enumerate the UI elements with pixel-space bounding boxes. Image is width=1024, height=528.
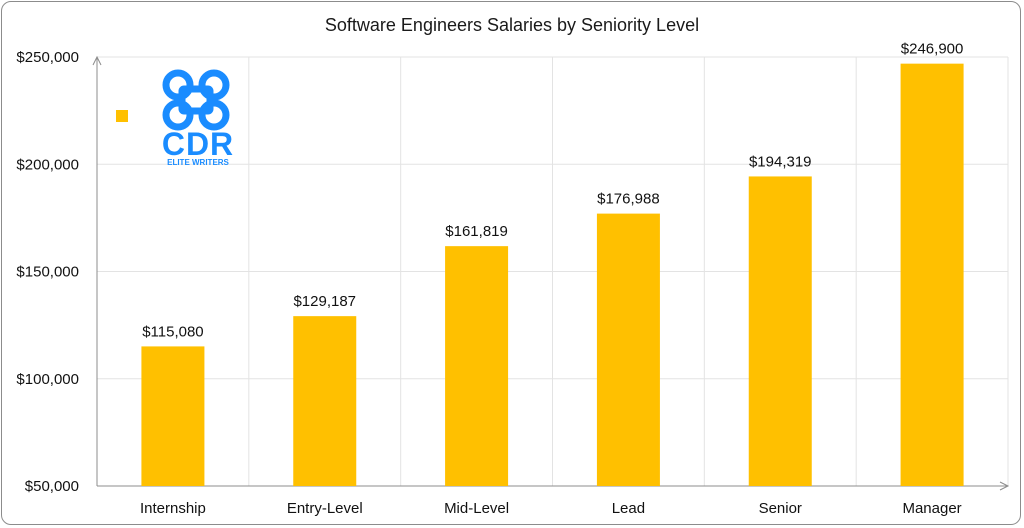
x-tick-label: Lead <box>612 500 645 517</box>
y-tick-label: $200,000 <box>16 156 79 173</box>
y-tick-labels: $50,000 $100,000 $150,000 $200,000 $250,000 <box>16 49 79 495</box>
x-tick-labels: Internship Entry-Level Mid-Level Lead Senior… <box>140 500 962 517</box>
bar-lead <box>596 213 660 487</box>
data-label: $246,900 <box>901 41 964 58</box>
bars <box>141 63 964 487</box>
bar-entry-level <box>293 316 357 486</box>
x-axis-arrow-icon <box>999 481 1010 491</box>
x-tick-label: Internship <box>140 500 206 517</box>
logo-knot-icon <box>162 69 230 131</box>
cdr-logo: CDR ELITE WRITERS <box>162 69 234 167</box>
data-labels: $115,080 $129,187 $161,819 $176,988 $194,319… <box>142 41 963 341</box>
axes <box>92 55 1010 491</box>
y-tick-label: $100,000 <box>16 371 79 388</box>
data-label: $194,319 <box>749 153 812 170</box>
x-tick-label: Entry-Level <box>287 500 363 517</box>
legend <box>116 110 128 122</box>
x-tick-label: Manager <box>902 500 961 517</box>
grid-lines <box>97 56 1009 486</box>
data-label: $115,080 <box>142 323 203 340</box>
x-tick-label: Senior <box>759 500 802 517</box>
x-tick-label: Mid-Level <box>444 500 509 517</box>
y-tick-label: $250,000 <box>16 49 79 66</box>
y-tick-label: $150,000 <box>16 264 79 281</box>
logo-text-sub: ELITE WRITERS <box>167 158 229 167</box>
bar-senior <box>748 176 812 487</box>
bar-mid-level <box>445 246 509 486</box>
y-axis-arrow-icon <box>92 55 102 66</box>
chart-title: Software Engineers Salaries by Seniority… <box>325 15 699 35</box>
data-label: $176,988 <box>597 191 660 208</box>
data-label: $129,187 <box>293 293 356 310</box>
bar-internship <box>141 346 205 486</box>
legend-swatch <box>116 110 128 122</box>
data-label: $161,819 <box>445 223 508 240</box>
logo-text-main: CDR <box>162 126 234 162</box>
bar-manager <box>900 63 964 486</box>
y-tick-label: $50,000 <box>25 478 79 495</box>
